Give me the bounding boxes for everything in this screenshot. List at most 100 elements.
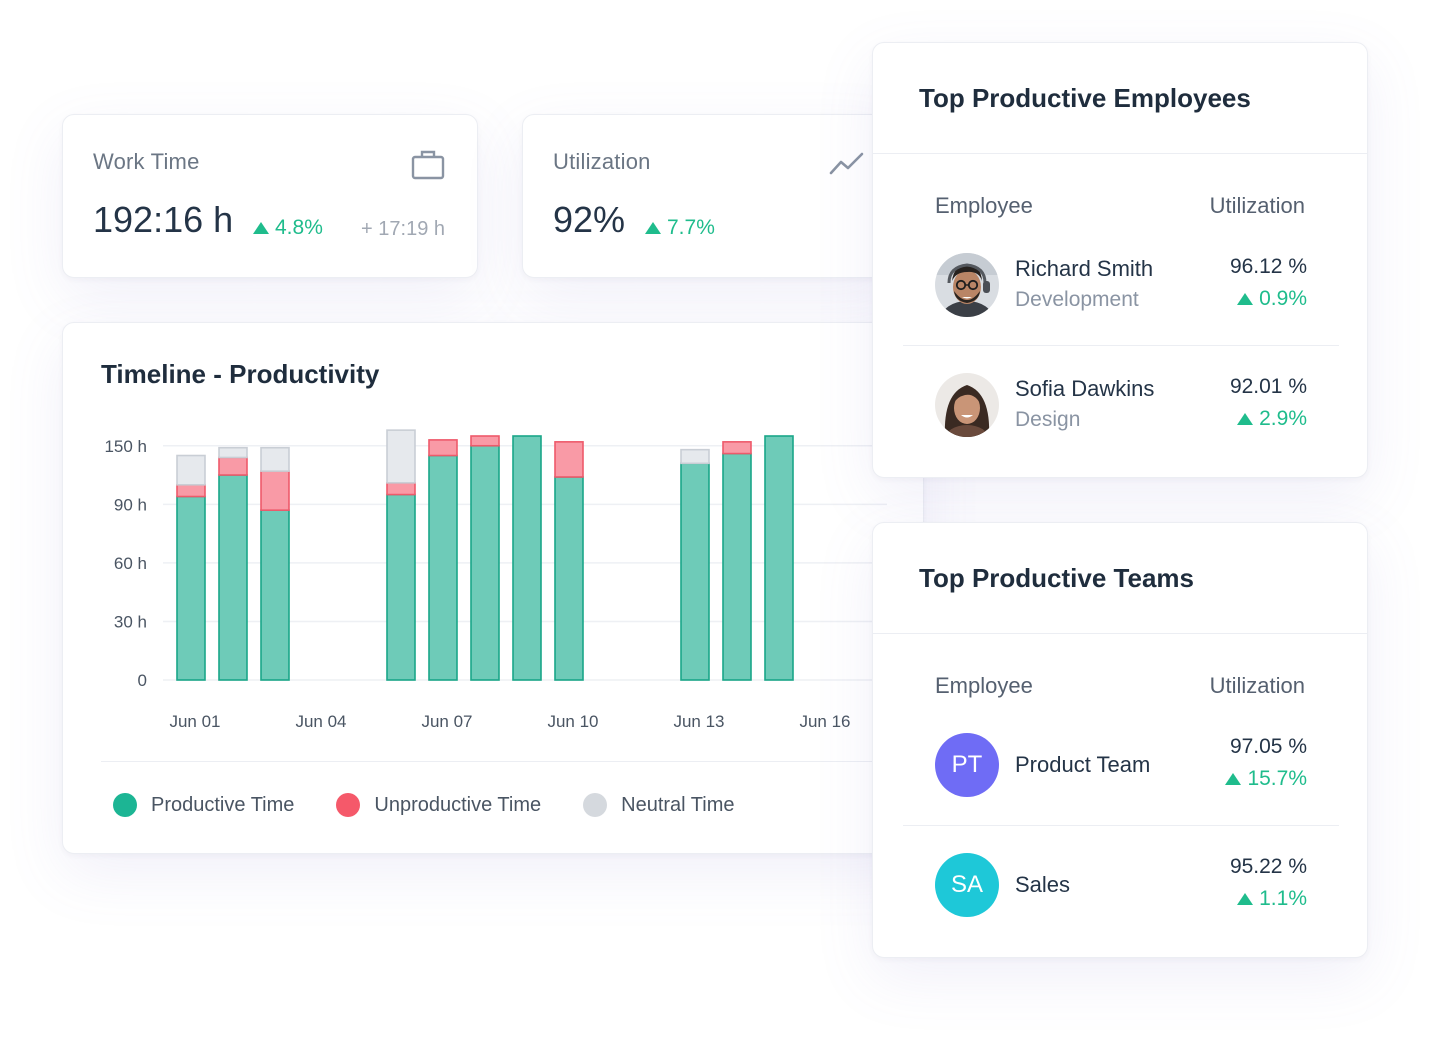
bar-unproductive[interactable] [218, 456, 248, 476]
legend-label-unproductive: Unproductive Time [374, 793, 542, 816]
col-head-employee: Employee [935, 193, 1033, 218]
bar-unproductive[interactable] [260, 470, 290, 511]
legend-label-neutral: Neutral Time [621, 793, 735, 816]
bar-unproductive[interactable] [470, 435, 500, 447]
x-tick-label: Jun 16 [799, 712, 850, 731]
bar-neutral[interactable] [386, 429, 416, 484]
team-name: Sales [1015, 872, 1071, 897]
bar-neutral[interactable] [218, 446, 248, 459]
bar-productive[interactable] [554, 476, 584, 681]
team-row[interactable]: SA Sales 95.22 % 1.1% [935, 853, 1307, 919]
work-time-label: Work Time [93, 149, 200, 174]
team-delta-value: 15.7% [1247, 767, 1307, 790]
avatar [935, 373, 999, 437]
productivity-chart: 0 30 h 60 h 90 h 150 h Jun 01 Jun 04 Jun 07 Jun … [104, 429, 887, 731]
y-tick-label: 30 h [114, 612, 147, 631]
col-head-utilization: Utilization [1209, 193, 1305, 218]
team-avatar: SA [935, 853, 999, 917]
bar-productive[interactable] [722, 452, 752, 681]
up-arrow-icon [1237, 893, 1254, 905]
x-tick-label: Jun 10 [547, 712, 598, 731]
bar-neutral[interactable] [176, 454, 206, 486]
panel-divider [873, 633, 1367, 634]
x-tick-label: Jun 07 [421, 712, 472, 731]
utilization-card: Utilization 92% 7.7% [522, 114, 898, 278]
employee-dept: Design [1015, 408, 1081, 431]
bar-productive[interactable] [512, 435, 542, 681]
bar-productive[interactable] [260, 509, 290, 681]
bar-unproductive[interactable] [722, 441, 752, 455]
employee-dept: Development [1015, 288, 1139, 311]
y-tick-label: 90 h [114, 495, 147, 514]
x-tick-label: Jun 01 [169, 712, 220, 731]
bar-neutral[interactable] [680, 448, 710, 465]
col-head-utilization: Utilization [1209, 673, 1305, 698]
up-arrow-icon [1225, 773, 1242, 785]
bar-productive[interactable] [764, 435, 794, 681]
employee-row[interactable]: Richard Smith Development 96.12 % 0.9% [935, 253, 1307, 319]
bar-productive[interactable] [218, 474, 248, 681]
bar-productive[interactable] [176, 495, 206, 681]
timeline-card: Timeline - Productivity 0 30 h 60 h 90 h 150… [62, 322, 924, 854]
briefcase-icon [411, 149, 445, 186]
utilization-delta-value: 7.7% [667, 216, 715, 239]
team-delta: 15.7% [1225, 767, 1307, 791]
work-time-delta-value: 4.8% [275, 216, 323, 239]
utilization-delta: 7.7% [645, 216, 715, 240]
panel-divider [873, 153, 1367, 154]
chart-title: Timeline - Productivity [101, 359, 380, 389]
employee-delta-value: 0.9% [1259, 287, 1307, 310]
top-teams-card: Top Productive Teams Employee Utilizatio… [872, 522, 1368, 958]
employee-row[interactable]: Sofia Dawkins Design 92.01 % 2.9% [935, 373, 1307, 439]
row-divider [903, 345, 1339, 346]
y-tick-label: 150 h [104, 437, 147, 456]
employee-delta-value: 2.9% [1259, 407, 1307, 430]
up-arrow-icon [1237, 293, 1254, 305]
legend-item-neutral: Neutral Time [583, 793, 735, 817]
team-delta-value: 1.1% [1259, 887, 1307, 910]
legend-item-productive: Productive Time [113, 793, 294, 817]
legend-dot-unproductive [336, 793, 361, 817]
employee-util: 92.01 % [1229, 375, 1307, 398]
avatar [935, 253, 999, 317]
legend-label-productive: Productive Time [151, 793, 295, 816]
employee-name: Sofia Dawkins [1015, 376, 1155, 401]
up-arrow-icon [253, 222, 269, 234]
chart-legend: Productive Time Unproductive Time Neutra… [113, 793, 777, 817]
bar-unproductive[interactable] [176, 484, 206, 498]
bar-neutral[interactable] [260, 446, 290, 472]
team-util: 95.22 % [1229, 855, 1307, 878]
employee-util: 96.12 % [1229, 255, 1307, 278]
bar-productive[interactable] [470, 444, 500, 681]
employee-delta: 0.9% [1237, 287, 1307, 311]
col-head-employee: Employee [935, 673, 1033, 698]
x-tick-label: Jun 04 [295, 712, 346, 731]
team-row[interactable]: PT Product Team 97.05 % 15.7% [935, 733, 1307, 799]
bar-unproductive[interactable] [428, 439, 458, 457]
work-time-value: 192:16 h [93, 199, 234, 240]
y-tick-label: 0 [138, 671, 147, 690]
up-arrow-icon [645, 222, 661, 234]
chart-divider [101, 761, 881, 762]
work-time-delta: 4.8% [253, 216, 323, 240]
top-teams-title: Top Productive Teams [919, 563, 1194, 593]
employee-name: Richard Smith [1015, 256, 1154, 281]
team-delta: 1.1% [1237, 887, 1307, 911]
y-tick-label: 60 h [114, 554, 147, 573]
work-time-extra: + 17:19 h [361, 218, 445, 240]
bar-unproductive[interactable] [554, 441, 584, 478]
top-employees-card: Top Productive Employees Employee Utiliz… [872, 42, 1368, 478]
bar-productive[interactable] [428, 454, 458, 681]
trend-line-icon [829, 149, 865, 182]
team-util: 97.05 % [1229, 735, 1307, 758]
bar-productive[interactable] [680, 462, 710, 681]
bar-unproductive[interactable] [386, 482, 416, 496]
top-employees-title: Top Productive Employees [919, 83, 1251, 113]
employee-delta: 2.9% [1237, 407, 1307, 431]
legend-dot-productive [113, 793, 137, 817]
x-tick-label: Jun 13 [673, 712, 724, 731]
team-avatar: PT [935, 733, 999, 797]
utilization-value: 92% [553, 199, 626, 240]
bar-productive[interactable] [386, 493, 416, 681]
team-name: Product Team [1015, 752, 1151, 777]
